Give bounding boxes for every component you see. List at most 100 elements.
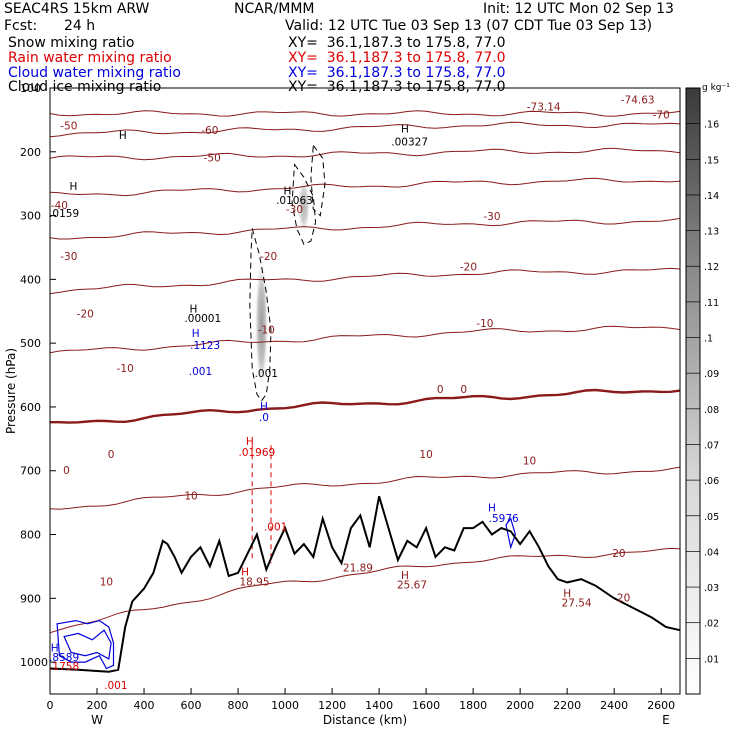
y-tick-label-900: 900 bbox=[20, 592, 41, 605]
contour-label-16: 0 bbox=[437, 384, 444, 396]
isotherm-20 bbox=[49, 547, 681, 634]
contour-label-6: -40 bbox=[51, 200, 68, 212]
contour-label-7: -30 bbox=[286, 204, 303, 216]
x-tick-label-1200: 1200 bbox=[318, 699, 346, 712]
colorbar-label-.07: .07 bbox=[704, 440, 719, 451]
x-tick-label-1600: 1600 bbox=[412, 699, 440, 712]
colorbar-label-.09: .09 bbox=[704, 369, 719, 380]
colorbar-label-.02: .02 bbox=[704, 619, 719, 630]
contour-label-14: -10 bbox=[476, 318, 493, 330]
contour-label-36: H bbox=[260, 401, 268, 413]
isotherm--50 bbox=[49, 147, 681, 161]
contour-label-24: 20 bbox=[612, 548, 625, 560]
colorbar-label-.13: .13 bbox=[704, 227, 719, 238]
isotherm-0 bbox=[50, 388, 681, 424]
contour-label-49: 27.54 bbox=[562, 598, 592, 610]
contour-label-45: 25.67 bbox=[397, 580, 427, 592]
contour-label-19: 0 bbox=[108, 449, 115, 461]
contour-label-29: .01063 bbox=[276, 195, 313, 207]
center-name: NCAR/MMM bbox=[234, 1, 315, 17]
colorbar-unit: g kg⁻¹ bbox=[702, 83, 730, 93]
colorbar bbox=[685, 87, 701, 695]
contour-label-15: -10 bbox=[117, 363, 134, 375]
contour-label-54: H bbox=[119, 130, 127, 142]
legend-name-cloud-water: Cloud water mixing ratio bbox=[8, 65, 181, 81]
cloud-water-contour-2 bbox=[505, 517, 517, 550]
contour-label-35: .001 bbox=[255, 368, 278, 380]
x-tick-label-2200: 2200 bbox=[553, 699, 581, 712]
colorbar-label-.08: .08 bbox=[704, 405, 719, 416]
x-tick-label-1800: 1800 bbox=[459, 699, 487, 712]
colorbar-label-.1: .1 bbox=[704, 334, 713, 345]
fcst-label: Fcst: bbox=[4, 18, 38, 34]
contour-label-4: -60 bbox=[201, 125, 218, 137]
contour-label-44: H bbox=[401, 570, 409, 582]
contour-label-43: 21.89 bbox=[343, 563, 373, 575]
y-tick-label-800: 800 bbox=[20, 529, 41, 542]
valid-time: Valid: 12 UTC Tue 03 Sep 13 (07 CDT Tue … bbox=[285, 18, 653, 34]
contour-label-2: -74.63 bbox=[621, 94, 655, 106]
isotherm--30 bbox=[49, 217, 681, 240]
y-axis-label: Pressure (hPa) bbox=[4, 348, 18, 434]
legend-xy-rain: XY= 36.1,187.3 to 175.8, 77.0 bbox=[288, 50, 506, 66]
contour-label-48: H bbox=[563, 588, 571, 600]
isotherm-10 bbox=[49, 466, 681, 510]
contour-label-1: -73.14 bbox=[527, 101, 561, 113]
colorbar-label-.12: .12 bbox=[704, 262, 719, 273]
endpoint-east: E bbox=[662, 713, 670, 727]
y-tick-label-700: 700 bbox=[20, 465, 41, 478]
contour-label-26: H bbox=[401, 124, 409, 136]
contour-label-13: -10 bbox=[258, 325, 275, 337]
contour-label-55: H bbox=[70, 181, 78, 193]
legend-name-snow: Snow mixing ratio bbox=[8, 35, 135, 51]
y-tick-label-1000: 1000 bbox=[20, 656, 48, 669]
terrain-line bbox=[49, 496, 681, 673]
contour-label-11: -20 bbox=[460, 261, 477, 273]
contour-label-5: -50 bbox=[204, 152, 221, 164]
isotherm--40 bbox=[49, 177, 681, 197]
x-tick-label-0: 0 bbox=[47, 699, 54, 712]
colorbar-label-.04: .04 bbox=[704, 547, 719, 558]
contour-label-41: H bbox=[241, 566, 249, 578]
x-tick-label-2400: 2400 bbox=[600, 699, 628, 712]
snow-contour-0 bbox=[249, 228, 272, 402]
legend-xy-cloud-ice: XY= 36.1,187.3 to 175.8, 77.0 bbox=[288, 79, 506, 95]
contour-label-28: H bbox=[283, 186, 291, 198]
contour-label-3: -50 bbox=[60, 120, 77, 132]
contour-label-31: .00001 bbox=[184, 313, 221, 325]
contour-label-47: .5976 bbox=[489, 513, 519, 525]
contour-label-51: .8589 bbox=[49, 652, 79, 664]
colorbar-label-.05: .05 bbox=[704, 512, 719, 523]
init-time: Init: 12 UTC Mon 02 Sep 13 bbox=[483, 1, 674, 17]
x-tick-label-2000: 2000 bbox=[506, 699, 534, 712]
x-tick-label-400: 400 bbox=[134, 699, 155, 712]
contour-label-9: -30 bbox=[60, 251, 77, 263]
contour-label-20: 10 bbox=[419, 449, 432, 461]
contour-label-17: 0 bbox=[460, 384, 467, 396]
contour-label-33: .1123 bbox=[190, 340, 220, 352]
y-tick-label-500: 500 bbox=[20, 337, 41, 350]
contour-label-53: .001 bbox=[104, 680, 127, 692]
x-axis-label: Distance (km) bbox=[323, 713, 407, 727]
contour-label-27: .00327 bbox=[391, 136, 428, 148]
x-tick-label-2600: 2600 bbox=[647, 699, 675, 712]
colorbar-label-.14: .14 bbox=[704, 191, 719, 202]
contour-label-8: -30 bbox=[483, 211, 500, 223]
legend-name-rain: Rain water mixing ratio bbox=[8, 50, 172, 66]
contour-label-38: H bbox=[246, 436, 254, 448]
snow-contour-1 bbox=[291, 163, 317, 245]
x-tick-label-600: 600 bbox=[181, 699, 202, 712]
contour-label-39: .01969 bbox=[238, 447, 275, 459]
contour-label-34: .001 bbox=[189, 366, 212, 378]
contour-label-32: H bbox=[192, 328, 200, 340]
plot-frame bbox=[49, 87, 681, 695]
cloud-shade-1 bbox=[297, 177, 311, 235]
contour-label-50: H bbox=[51, 642, 59, 654]
x-tick-label-1000: 1000 bbox=[271, 699, 299, 712]
contour-label-46: H bbox=[488, 503, 496, 515]
contour-label-40: .001 bbox=[264, 522, 287, 534]
x-tick-label-200: 200 bbox=[87, 699, 108, 712]
cloud-water-contour-1 bbox=[63, 629, 112, 660]
x-tick-label-1400: 1400 bbox=[365, 699, 393, 712]
